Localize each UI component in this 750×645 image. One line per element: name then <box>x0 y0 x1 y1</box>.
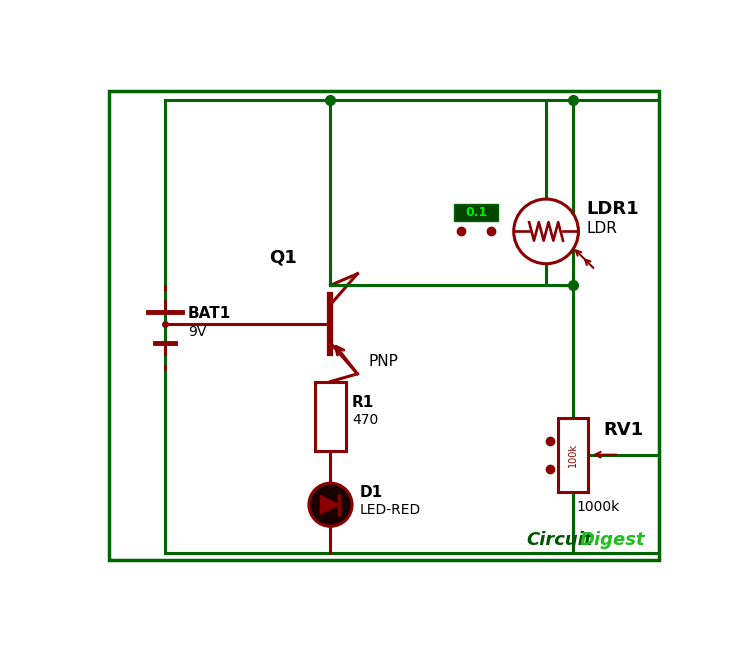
Bar <box>315 382 346 451</box>
Text: 1000k: 1000k <box>577 500 620 514</box>
Circle shape <box>309 483 352 526</box>
Text: PNP: PNP <box>369 354 399 369</box>
Bar <box>557 418 589 491</box>
Polygon shape <box>320 495 339 514</box>
Text: R1: R1 <box>352 395 374 410</box>
Text: 0.1: 0.1 <box>465 206 488 219</box>
Text: LED-RED: LED-RED <box>360 503 421 517</box>
Text: RV1: RV1 <box>604 421 644 439</box>
Text: D1: D1 <box>360 485 382 500</box>
Text: Digest: Digest <box>579 531 645 549</box>
Text: LDR: LDR <box>586 221 617 236</box>
Text: Circuit: Circuit <box>526 531 593 549</box>
Circle shape <box>514 199 578 264</box>
Text: 470: 470 <box>352 413 378 427</box>
Text: 100k: 100k <box>568 442 578 467</box>
Bar <box>454 204 498 221</box>
Text: Q1: Q1 <box>268 248 296 266</box>
Text: LDR1: LDR1 <box>586 201 639 219</box>
Text: 9V: 9V <box>188 324 206 339</box>
Text: BAT1: BAT1 <box>188 306 231 321</box>
